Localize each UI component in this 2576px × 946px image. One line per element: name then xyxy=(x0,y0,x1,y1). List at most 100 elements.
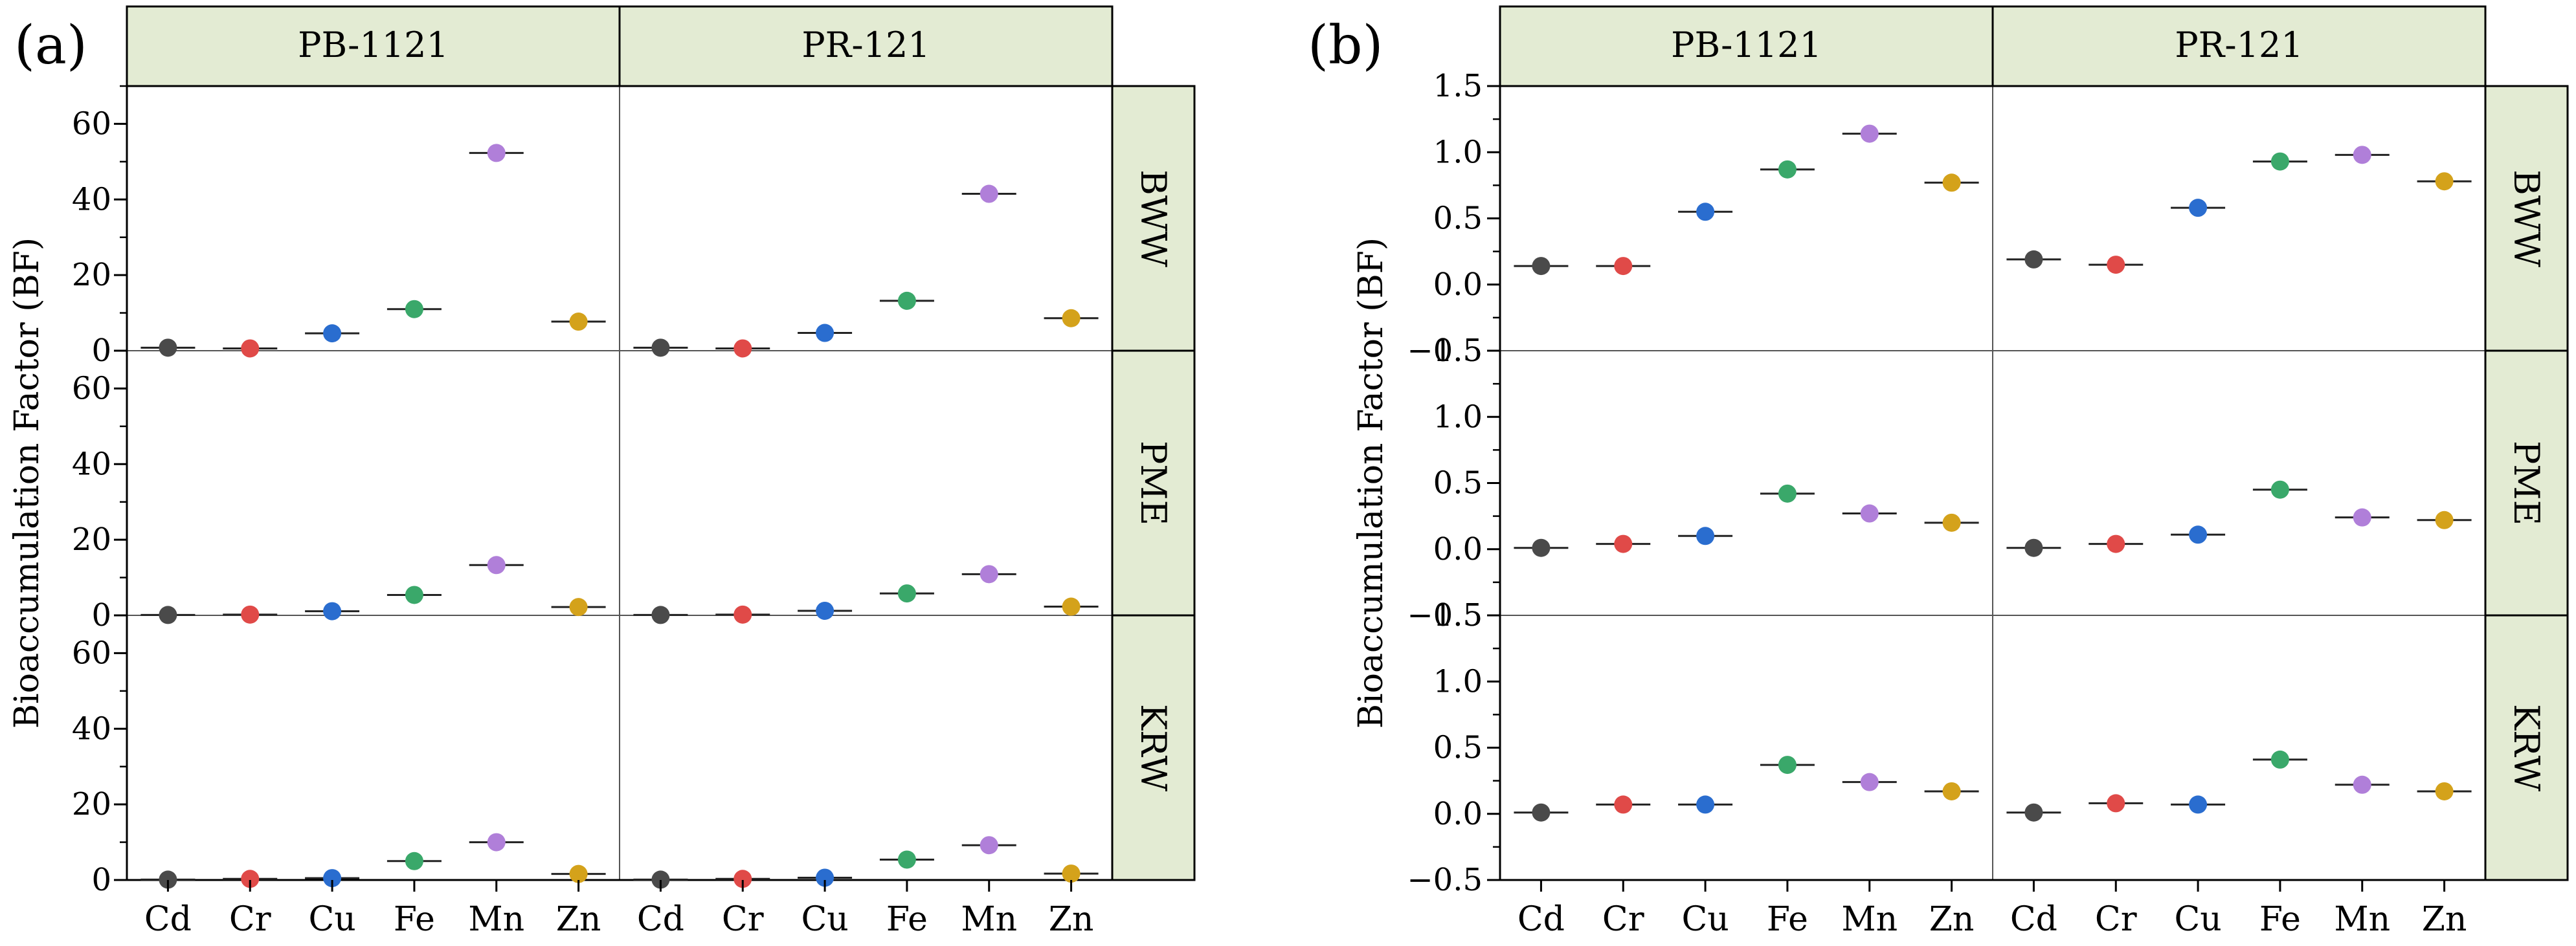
data-point-cd xyxy=(159,338,177,357)
data-point-fe xyxy=(2270,480,2289,499)
x-tick-label: Mn xyxy=(2334,900,2390,939)
y-tick-label: 0.5 xyxy=(1433,465,1483,501)
data-point-cd xyxy=(1532,257,1551,276)
data-point-zn xyxy=(1062,597,1081,616)
data-point-zn xyxy=(1062,309,1081,327)
y-tick-label: 20 xyxy=(72,786,111,822)
data-point-cr xyxy=(1614,257,1633,276)
y-tick-label: 1.5 xyxy=(1433,333,1483,369)
y-tick-label: 0.5 xyxy=(1433,201,1483,237)
data-point-mn xyxy=(980,184,998,203)
data-point-zn xyxy=(2435,172,2454,191)
row-strip xyxy=(1111,85,1196,352)
y-tick-label: 60 xyxy=(72,370,111,406)
y-tick-label: 0.0 xyxy=(1433,267,1483,303)
data-point-mn xyxy=(1860,773,1879,791)
column-strip xyxy=(1499,5,1994,87)
column-strip-label: PR-121 xyxy=(801,25,930,65)
data-point-zn xyxy=(569,598,588,617)
y-tick-label: 1.5 xyxy=(1433,597,1483,633)
x-tick-label: Fe xyxy=(2259,900,2301,939)
data-point-cu xyxy=(323,869,342,888)
data-point-fe xyxy=(1778,756,1797,775)
y-tick-label: 40 xyxy=(72,181,111,217)
y-tick-label: 1.0 xyxy=(1433,663,1483,699)
panel-label-a: (a) xyxy=(14,15,87,76)
data-point-cu xyxy=(2189,525,2208,544)
y-tick-label: 0 xyxy=(91,333,111,369)
column-strip xyxy=(1991,5,2487,87)
data-point-zn xyxy=(1942,782,1961,800)
data-point-zn xyxy=(1942,173,1961,192)
data-point-mn xyxy=(980,565,998,584)
y-tick-label: −0.5 xyxy=(1407,333,1483,369)
data-point-mn xyxy=(2353,146,2371,164)
data-point-fe xyxy=(2270,152,2289,171)
data-point-cd xyxy=(651,606,670,624)
data-point-mn xyxy=(2353,508,2371,527)
data-point-fe xyxy=(405,586,423,604)
y-tick-label: −0.5 xyxy=(1407,597,1483,633)
data-point-zn xyxy=(569,313,588,331)
row-strip xyxy=(2484,85,2569,352)
y-tick-label: 1.0 xyxy=(1433,399,1483,435)
data-point-fe xyxy=(897,850,916,869)
data-point-cu xyxy=(816,324,834,342)
data-point-mn xyxy=(487,556,506,575)
x-tick-label: Cr xyxy=(1602,900,1644,939)
data-point-mn xyxy=(487,833,506,852)
y-tick-label: 0.0 xyxy=(1433,796,1483,832)
data-point-cr xyxy=(2107,534,2125,553)
data-point-fe xyxy=(2270,750,2289,769)
column-strip-label: PB-1121 xyxy=(298,25,449,65)
x-tick-label: Cu xyxy=(308,900,355,939)
data-point-cu xyxy=(1696,795,1715,814)
row-strip-label: BWW xyxy=(1133,170,1174,267)
x-tick-label: Mn xyxy=(1841,900,1898,939)
x-tick-label: Cr xyxy=(2095,900,2137,939)
row-strip-label: PME xyxy=(2506,441,2547,525)
panel-label-b: (b) xyxy=(1308,15,1383,76)
data-point-cd xyxy=(159,606,177,624)
data-point-cu xyxy=(2189,795,2208,814)
data-point-cr xyxy=(241,605,260,624)
data-point-cu xyxy=(816,868,834,887)
x-tick-label: Cd xyxy=(637,900,684,939)
data-point-mn xyxy=(980,836,998,855)
data-point-cd xyxy=(651,870,670,889)
data-point-zn xyxy=(1062,864,1081,883)
y-tick-label: 20 xyxy=(72,522,111,558)
data-point-cd xyxy=(159,870,177,889)
data-point-mn xyxy=(487,144,506,162)
x-tick-label: Fe xyxy=(1767,900,1808,939)
data-point-cr xyxy=(1614,534,1633,553)
data-point-fe xyxy=(1778,484,1797,503)
row-strip-label: PME xyxy=(1133,441,1174,525)
data-point-cd xyxy=(2024,250,2043,269)
x-tick-label: Cd xyxy=(2010,900,2057,939)
data-point-cd xyxy=(2024,803,2043,822)
x-tick-label: Cr xyxy=(229,900,271,939)
data-point-cr xyxy=(734,339,752,358)
data-point-fe xyxy=(1778,160,1797,179)
data-point-cr xyxy=(1614,795,1633,814)
data-point-cd xyxy=(1532,538,1551,557)
data-point-cr xyxy=(241,339,260,358)
x-tick-label: Cr xyxy=(722,900,764,939)
x-tick-label: Mn xyxy=(961,900,1017,939)
panel-a-chart: PB-1121 PR-121BWWPMEKRW020406002040600204… xyxy=(8,5,1196,939)
data-point-cu xyxy=(816,601,834,620)
x-tick-label: Fe xyxy=(394,900,435,939)
column-strip xyxy=(618,5,1114,87)
x-tick-label: Fe xyxy=(886,900,928,939)
row-strip-label: BWW xyxy=(2506,170,2547,267)
x-tick-label: Zn xyxy=(1049,900,1094,939)
y-axis-title: Bioaccumulation Factor (BF) xyxy=(8,237,47,729)
x-tick-label: Cd xyxy=(144,900,192,939)
column-strip xyxy=(126,5,621,87)
data-point-fe xyxy=(405,300,423,318)
panel-b-chart: PB-1121 PR-121BWWPMEKRW−0.50.00.51.01.5−0… xyxy=(1352,5,2569,939)
data-point-cu xyxy=(323,602,342,621)
data-point-cr xyxy=(2107,256,2125,274)
